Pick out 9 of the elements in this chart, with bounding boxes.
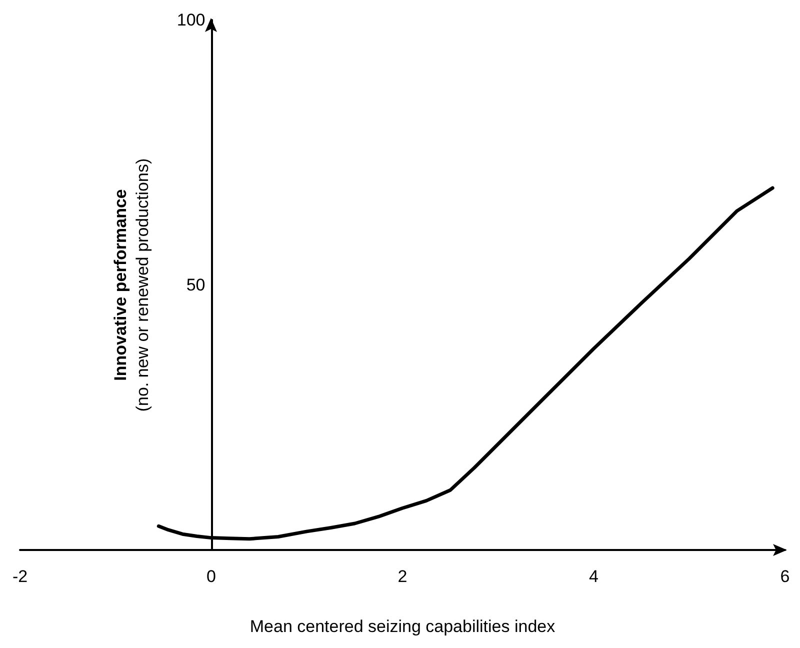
y-tick-label: 50 <box>186 276 206 294</box>
x-tick-label: 4 <box>589 567 598 586</box>
x-tick-label: 6 <box>780 567 790 586</box>
x-axis-title: Mean centered seizing capabilities index <box>250 617 556 636</box>
y-tick-label: 100 <box>176 10 206 30</box>
x-tick-label: -2 <box>12 567 28 586</box>
x-tick-label: 2 <box>398 567 408 586</box>
y-axis-title: Innovative performance (no. new or renewed productions) <box>110 158 152 412</box>
x-tick-label: 0 <box>206 567 216 586</box>
